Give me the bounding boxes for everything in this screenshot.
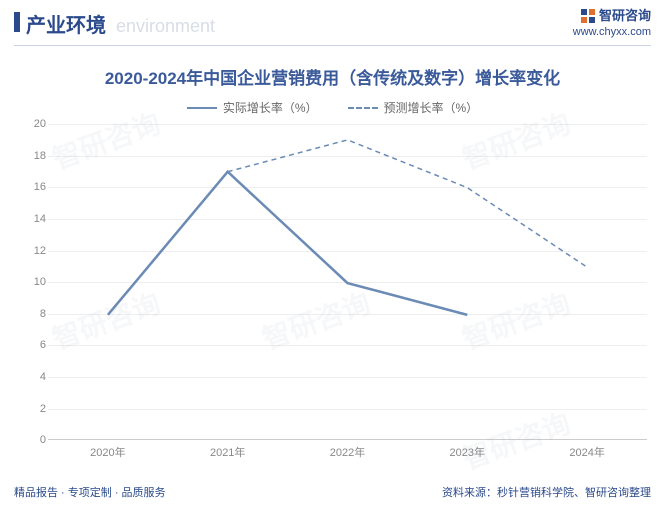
y-tick: 16 <box>20 181 46 193</box>
legend-line-solid <box>187 107 217 109</box>
brand-url: www.chyxx.com <box>573 25 651 39</box>
x-label: 2022年 <box>288 444 408 464</box>
x-label: 2024年 <box>527 444 647 464</box>
y-tick: 2 <box>20 403 46 415</box>
y-tick: 14 <box>20 213 46 225</box>
header-right: 智研咨询 www.chyxx.com <box>573 8 651 39</box>
legend-item-actual: 实际增长率（%） <box>187 99 318 116</box>
plot-area: 02468101214161820 2020年2021年2022年2023年20… <box>48 124 647 464</box>
x-label: 2021年 <box>168 444 288 464</box>
y-tick: 20 <box>20 118 46 130</box>
header-accent-bar <box>14 12 20 32</box>
header-title-en: environment <box>116 16 215 37</box>
legend: 实际增长率（%） 预测增长率（%） <box>18 99 647 124</box>
header-left: 产业环境 environment <box>14 9 215 38</box>
header: 产业环境 environment 智研咨询 www.chyxx.com <box>0 0 665 43</box>
legend-label-actual: 实际增长率（%） <box>223 99 318 116</box>
legend-item-forecast: 预测增长率（%） <box>348 99 479 116</box>
y-tick: 0 <box>20 434 46 446</box>
brand-name: 智研咨询 <box>599 8 651 25</box>
legend-line-dashed <box>348 107 378 109</box>
series-line <box>228 140 587 267</box>
header-title-cn: 产业环境 <box>26 9 106 38</box>
footer: 精品报告 · 专项定制 · 品质服务 资料来源：秒针营销科学院、智研咨询整理 <box>14 484 651 500</box>
footer-left: 精品报告 · 专项定制 · 品质服务 <box>14 484 166 500</box>
y-tick: 10 <box>20 276 46 288</box>
legend-label-forecast: 预测增长率（%） <box>384 99 479 116</box>
brand-logo-icon <box>581 9 595 23</box>
y-tick: 18 <box>20 150 46 162</box>
chart-container: 2020-2024年中国企业营销费用（含传统及数字）增长率变化 实际增长率（%）… <box>0 46 665 464</box>
y-tick: 8 <box>20 308 46 320</box>
y-tick: 12 <box>20 245 46 257</box>
x-labels: 2020年2021年2022年2023年2024年 <box>48 444 647 464</box>
x-label: 2023年 <box>407 444 527 464</box>
series-line <box>108 172 467 315</box>
x-label: 2020年 <box>48 444 168 464</box>
footer-right: 资料来源：秒针营销科学院、智研咨询整理 <box>442 484 651 500</box>
y-tick: 6 <box>20 339 46 351</box>
chart-lines-svg <box>48 124 647 442</box>
y-axis: 02468101214161820 <box>20 124 46 440</box>
chart-title: 2020-2024年中国企业营销费用（含传统及数字）增长率变化 <box>18 56 647 99</box>
x-axis-line <box>48 439 647 440</box>
y-tick: 4 <box>20 371 46 383</box>
brand-row: 智研咨询 <box>573 8 651 25</box>
